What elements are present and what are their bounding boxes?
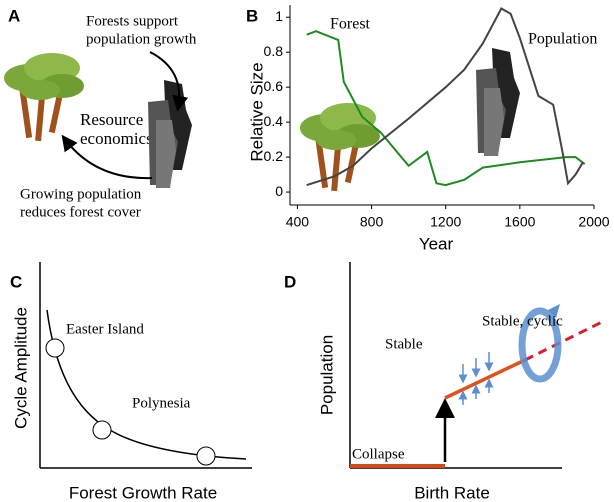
x-tick-label: 2000 [578, 214, 609, 230]
y-tick-label: 0.4 [264, 113, 284, 129]
annotation: Resource [80, 110, 143, 129]
tree-icon [300, 103, 380, 192]
panel-label: D [284, 272, 296, 291]
series-line [306, 7, 584, 187]
panel-b: B Relative Size Year 0 0.2 0.4 0.6 0.8 1 400 80… [246, 5, 610, 253]
x-tick-label: 400 [286, 214, 310, 230]
x-tick-label: 1600 [504, 214, 535, 230]
series-label: Forest [330, 16, 371, 33]
y-axis-label: Relative Size [247, 62, 266, 161]
region-label: Stable, cyclic [482, 313, 563, 329]
y-tick-label: 0.2 [264, 148, 284, 164]
point-label: Polynesia [132, 395, 191, 411]
series-label: Population [528, 31, 597, 48]
stability-arrows [458, 352, 494, 405]
series-line [306, 30, 586, 187]
point-marker [92, 420, 112, 440]
tree-icon [4, 53, 84, 142]
x-tick-label: 800 [360, 214, 384, 230]
y-tick-label: 0.6 [264, 78, 284, 94]
point-label: Easter Island [66, 321, 144, 337]
annotation: Forests support [86, 13, 179, 29]
panel-label: B [246, 6, 258, 25]
arrow [61, 134, 153, 180]
x-axis-label: Forest Growth Rate [69, 483, 217, 502]
y-axis-label: Cycle Amplitude [11, 307, 30, 429]
y-axis-label: Population [317, 335, 336, 415]
y-tick-label: 0.8 [264, 43, 284, 59]
arrow [149, 51, 189, 112]
annotation: Growing population [20, 186, 142, 202]
annotation: reduces forest cover [20, 204, 141, 220]
point-marker [196, 446, 216, 466]
region-label: Stable [385, 336, 423, 352]
y-tick-label: 1 [275, 8, 283, 24]
annotation: population growth [86, 31, 197, 47]
panel-label: C [10, 272, 22, 291]
cycle-arrowhead [548, 304, 560, 318]
x-axis-label: Year [419, 234, 454, 253]
stable-line [444, 358, 526, 400]
panel-label: A [8, 6, 20, 25]
y-tick-label: 0 [275, 183, 283, 199]
annotation: economics [80, 129, 153, 148]
panel-d: D Stable Stable, cyclic Collapse Populat… [284, 262, 603, 502]
x-axis-label: Birth Rate [414, 483, 490, 502]
moai-icon [148, 80, 192, 188]
moai-icon [476, 48, 520, 156]
panel-c: C Easter Island Polynesia Cycle Amplitud… [10, 262, 252, 502]
region-label: Collapse [352, 446, 405, 462]
point-marker [45, 338, 65, 358]
x-tick-label: 1200 [430, 214, 461, 230]
cycle-icon [518, 307, 562, 383]
panel-a: A Forests support population growth Reso… [4, 6, 197, 220]
